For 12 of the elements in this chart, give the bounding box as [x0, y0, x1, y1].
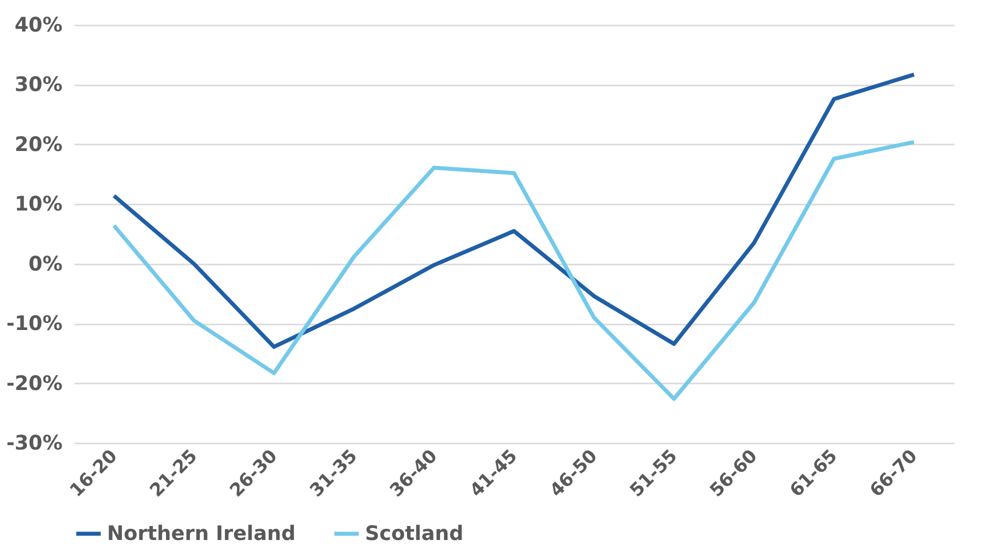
line-series	[112, 140, 916, 401]
y-tick-label: -20%	[6, 370, 62, 395]
legend-label: Northern Ireland	[107, 520, 296, 545]
y-tick-label: -30%	[6, 430, 62, 454]
y-tick-label: 10%	[14, 192, 62, 216]
y-tick-label: 20%	[14, 132, 62, 156]
y-tick-label: -10%	[6, 311, 62, 336]
y-tick-label: 30%	[14, 72, 62, 96]
y-tick-label: 0%	[28, 251, 62, 276]
legend-label: Scotland	[365, 520, 464, 545]
line-series	[112, 72, 916, 349]
y-tick-label: 40%	[14, 12, 62, 36]
